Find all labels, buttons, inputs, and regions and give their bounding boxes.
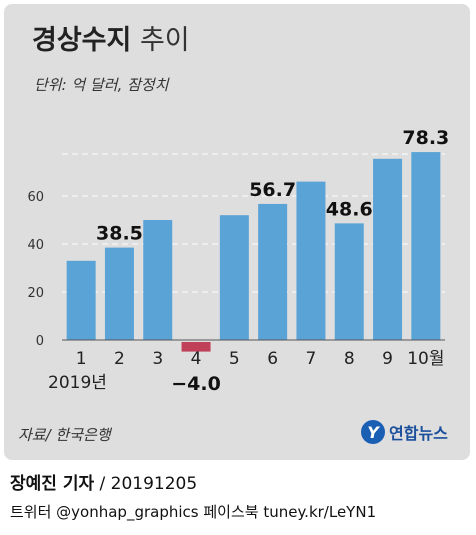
y-tick-label: 40 (27, 238, 44, 253)
bar (143, 220, 173, 340)
data-label: 56.7 (249, 179, 296, 201)
yonhap-logo: Y 연합뉴스 (361, 420, 448, 444)
x-tick-label: 8 (344, 349, 355, 369)
x-tick-label: 1 (76, 349, 87, 369)
bar (411, 152, 441, 340)
reporter-name: 장예진 기자 (10, 474, 95, 494)
x-tick-label: 9 (382, 349, 393, 369)
bar (66, 260, 96, 340)
bar (296, 181, 326, 340)
x-tick-label: 3 (152, 349, 163, 369)
title-normal: 추이 (139, 25, 190, 56)
x-tick-label: 7 (306, 349, 317, 369)
bar (373, 158, 403, 340)
data-label: 38.5 (96, 223, 143, 245)
data-label: 78.3 (402, 127, 449, 149)
x-tick-label: 6 (267, 349, 278, 369)
data-label: 48.6 (326, 198, 373, 220)
chart-title: 경상수지 추이 (32, 18, 190, 57)
publish-date: / 20191205 (94, 474, 198, 494)
title-bold: 경상수지 (32, 25, 132, 56)
logo-text: 연합뉴스 (389, 424, 448, 443)
bar (219, 215, 249, 340)
source-label: 자료/ 한국은행 (18, 426, 111, 444)
y-tick-label: 60 (27, 190, 44, 205)
bar (334, 223, 364, 340)
x-tick-label: 5 (229, 349, 240, 369)
y-tick-label: 20 (27, 286, 44, 301)
bar (258, 203, 288, 340)
y-tick-label: 0 (36, 334, 44, 349)
x-tick-label: 4 (191, 349, 202, 369)
yonhap-logo-icon: Y (361, 420, 385, 444)
data-label: −4.0 (171, 373, 221, 395)
bar (104, 247, 134, 340)
x-tick-label: 10월 (407, 349, 444, 369)
bar (181, 342, 211, 352)
unit-label: 단위: 억 달러, 잠정치 (34, 76, 169, 94)
year-label: 2019년 (48, 373, 107, 393)
x-tick-label: 2 (114, 349, 125, 369)
sns-line: 트위터 @yonhap_graphics 페이스북 tuney.kr/LeYN1 (10, 503, 377, 521)
byline: 장예진 기자 / 20191205 (10, 469, 197, 494)
